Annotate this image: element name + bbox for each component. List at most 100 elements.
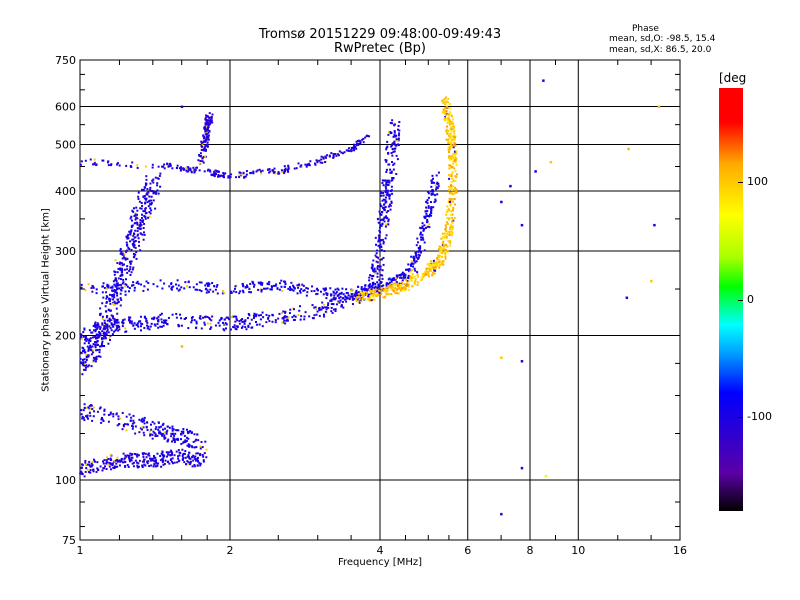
echo-point (87, 348, 90, 351)
echo-point (134, 213, 137, 216)
echo-point (435, 186, 438, 189)
echo-point (417, 253, 420, 256)
echo-point (79, 472, 82, 475)
echo-point (397, 124, 400, 127)
echo-point (426, 263, 429, 266)
echo-point (390, 280, 393, 283)
echo-point (204, 133, 207, 136)
echo-point (330, 293, 333, 296)
echo-point (283, 285, 286, 288)
echo-point (141, 204, 144, 207)
echo-point (321, 301, 324, 304)
echo-point (122, 425, 125, 428)
echo-point (81, 373, 84, 376)
echo-point (137, 454, 140, 457)
echo-point (183, 434, 186, 437)
echo-point (133, 421, 136, 424)
echo-point (119, 304, 122, 307)
echo-point (79, 163, 82, 166)
echo-point (131, 453, 134, 456)
echo-point (332, 156, 335, 159)
echo-point (205, 148, 208, 151)
echo-point (200, 281, 203, 284)
echo-point (159, 313, 162, 316)
echo-point (347, 294, 350, 297)
echo-point (325, 156, 328, 159)
echo-point (440, 249, 443, 252)
echo-point (258, 323, 261, 326)
echo-point (186, 430, 189, 433)
echo-point (188, 456, 191, 459)
echo-point (449, 140, 452, 143)
echo-point (436, 181, 439, 184)
echo-point (444, 250, 447, 253)
echo-point (130, 459, 133, 462)
echo-point (206, 129, 209, 132)
echo-point (206, 284, 209, 287)
echo-point (216, 170, 219, 173)
echo-point (292, 318, 295, 321)
echo-point (430, 214, 433, 217)
echo-point (384, 225, 387, 228)
echo-point (190, 321, 193, 324)
echo-point (400, 273, 403, 276)
echo-point (436, 193, 439, 196)
echo-point (442, 247, 445, 250)
echo-point (165, 319, 168, 322)
echo-point (262, 316, 265, 319)
echo-point (192, 166, 195, 169)
echo-point (394, 135, 397, 138)
echo-point (202, 134, 205, 137)
echo-point (135, 216, 138, 219)
echo-point (451, 200, 454, 203)
echo-point (115, 278, 118, 281)
echo-point (187, 454, 190, 457)
echo-point (185, 436, 188, 439)
echo-point (94, 321, 97, 324)
echo-point (117, 321, 120, 324)
echo-point (449, 202, 452, 205)
echo-point (364, 292, 367, 295)
echo-point (242, 284, 245, 287)
echo-point (337, 300, 340, 303)
echo-point (415, 253, 418, 256)
x-tick-label: 10 (571, 544, 585, 557)
echo-point (238, 322, 241, 325)
echo-point (369, 299, 372, 302)
echo-point (114, 329, 117, 332)
echo-point (150, 457, 153, 460)
echo-point (89, 158, 92, 161)
echo-point (127, 290, 130, 293)
echo-point (313, 314, 316, 317)
echo-point (385, 284, 388, 287)
echo-point (195, 326, 198, 329)
echo-point (387, 179, 390, 182)
echo-point (139, 320, 142, 323)
echo-point (182, 427, 185, 430)
echo-point (203, 148, 206, 151)
echo-point (125, 235, 128, 238)
echo-point (142, 453, 145, 456)
echo-point (453, 198, 456, 201)
echo-point (447, 185, 450, 188)
echo-point (138, 244, 141, 247)
echo-point (381, 274, 384, 277)
echo-point (198, 462, 201, 465)
echo-point (132, 210, 135, 213)
echo-point (101, 291, 104, 294)
echo-point (399, 289, 402, 292)
echo-point (201, 446, 204, 449)
echo-point (377, 288, 380, 291)
echo-point (143, 416, 146, 419)
echo-point (453, 138, 456, 141)
echo-point (166, 455, 169, 458)
echo-point (203, 146, 206, 149)
echo-point (362, 137, 365, 140)
echo-point (156, 189, 159, 192)
echo-point (428, 262, 431, 265)
echo-point (447, 141, 450, 144)
echo-point (187, 461, 190, 464)
echo-point (370, 288, 373, 291)
echo-point (132, 465, 135, 468)
echo-point (107, 331, 110, 334)
